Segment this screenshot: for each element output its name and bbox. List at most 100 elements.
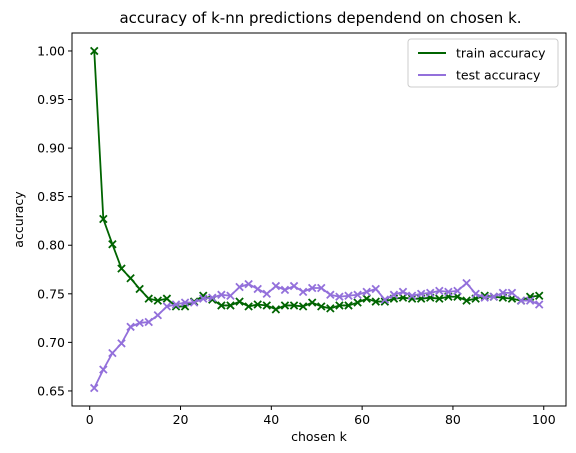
data-point <box>317 283 326 293</box>
data-point <box>99 365 108 374</box>
data-point <box>298 287 308 297</box>
y-tick-label: 0.80 <box>37 238 65 253</box>
data-point <box>235 297 244 306</box>
data-point <box>335 301 344 310</box>
data-point <box>489 292 499 301</box>
data-point <box>516 296 526 305</box>
data-point <box>108 240 117 249</box>
data-point <box>298 302 308 311</box>
data-point <box>162 302 172 311</box>
data-point <box>344 301 353 310</box>
x-tick-label: 80 <box>445 412 461 427</box>
data-point <box>153 310 163 320</box>
data-point <box>326 290 335 300</box>
data-point <box>398 287 408 297</box>
data-point <box>262 301 272 310</box>
data-point <box>208 293 217 302</box>
data-point <box>271 281 281 291</box>
data-point <box>171 300 181 309</box>
data-point <box>353 298 362 307</box>
data-point <box>135 284 144 294</box>
y-tick-label: 1.00 <box>37 43 65 58</box>
data-point <box>117 264 126 273</box>
data-point <box>307 298 317 307</box>
y-tick-label: 0.90 <box>37 141 65 156</box>
data-point <box>362 287 371 297</box>
data-point <box>371 284 380 294</box>
y-tick-label: 0.75 <box>37 286 65 301</box>
data-point <box>271 305 281 314</box>
data-point <box>162 294 172 303</box>
data-point <box>244 302 253 311</box>
data-point <box>335 292 344 301</box>
data-point <box>126 274 135 283</box>
legend: train accuracy test accuracy <box>407 38 559 88</box>
data-point <box>416 289 426 299</box>
y-tick-label: 0.70 <box>37 335 65 350</box>
data-point <box>189 298 199 307</box>
data-point <box>217 290 226 300</box>
data-point <box>226 301 235 310</box>
data-point <box>435 294 444 303</box>
data-point <box>126 322 135 332</box>
data-point <box>507 288 517 298</box>
y-tick-label: 0.65 <box>37 383 65 398</box>
data-point <box>280 285 290 295</box>
data-point <box>380 295 390 304</box>
chart-title: accuracy of k-nn predictions dependend o… <box>119 9 521 27</box>
data-point <box>534 291 544 300</box>
data-point <box>144 317 153 327</box>
x-tick-label: 0 <box>86 412 94 427</box>
data-point <box>426 288 435 298</box>
y-axis: 0.65 0.70 0.75 0.80 0.85 0.90 0.95 1.00 <box>37 43 72 398</box>
data-point <box>362 294 371 303</box>
data-point <box>435 286 444 296</box>
data-point <box>90 383 99 393</box>
data-point <box>534 300 544 309</box>
x-axis: 0 20 40 60 80 100 <box>86 406 556 427</box>
y-tick-label: 0.85 <box>37 189 65 204</box>
data-point <box>244 279 253 289</box>
data-point <box>226 291 235 300</box>
data-point <box>99 214 108 224</box>
data-point <box>453 286 462 296</box>
data-point <box>289 281 299 291</box>
data-point <box>253 300 262 309</box>
x-tick-label: 20 <box>173 412 189 427</box>
data-point <box>135 318 144 328</box>
data-point <box>389 290 399 300</box>
y-axis-title: accuracy <box>11 191 26 248</box>
data-point <box>253 284 262 294</box>
data-point <box>498 288 508 298</box>
data-point <box>117 339 126 348</box>
data-point <box>353 290 362 300</box>
data-point <box>371 297 380 306</box>
axes-frame <box>71 32 567 407</box>
data-point <box>153 296 163 305</box>
data-point <box>407 294 417 303</box>
data-point <box>307 283 317 293</box>
data-point <box>480 293 489 302</box>
data-point <box>326 304 335 313</box>
data-point <box>180 298 190 307</box>
x-axis-title: chosen k <box>291 429 348 444</box>
data-point <box>317 302 326 311</box>
data-point <box>235 282 244 292</box>
y-tick-label: 0.95 <box>37 92 65 107</box>
data-point <box>462 278 471 288</box>
data-point <box>144 294 153 303</box>
data-point <box>407 291 417 300</box>
data-point <box>471 289 480 299</box>
data-point <box>344 291 353 300</box>
data-point <box>289 301 299 310</box>
x-tick-label: 40 <box>263 412 279 427</box>
data-point <box>90 46 99 56</box>
x-tick-label: 60 <box>354 412 370 427</box>
series-layer <box>90 46 544 393</box>
data-point <box>217 301 226 310</box>
data-point <box>525 296 535 305</box>
data-point <box>108 348 117 358</box>
legend-label-train-accuracy: train accuracy <box>456 46 546 61</box>
legend-label-test-accuracy: test accuracy <box>456 68 541 83</box>
